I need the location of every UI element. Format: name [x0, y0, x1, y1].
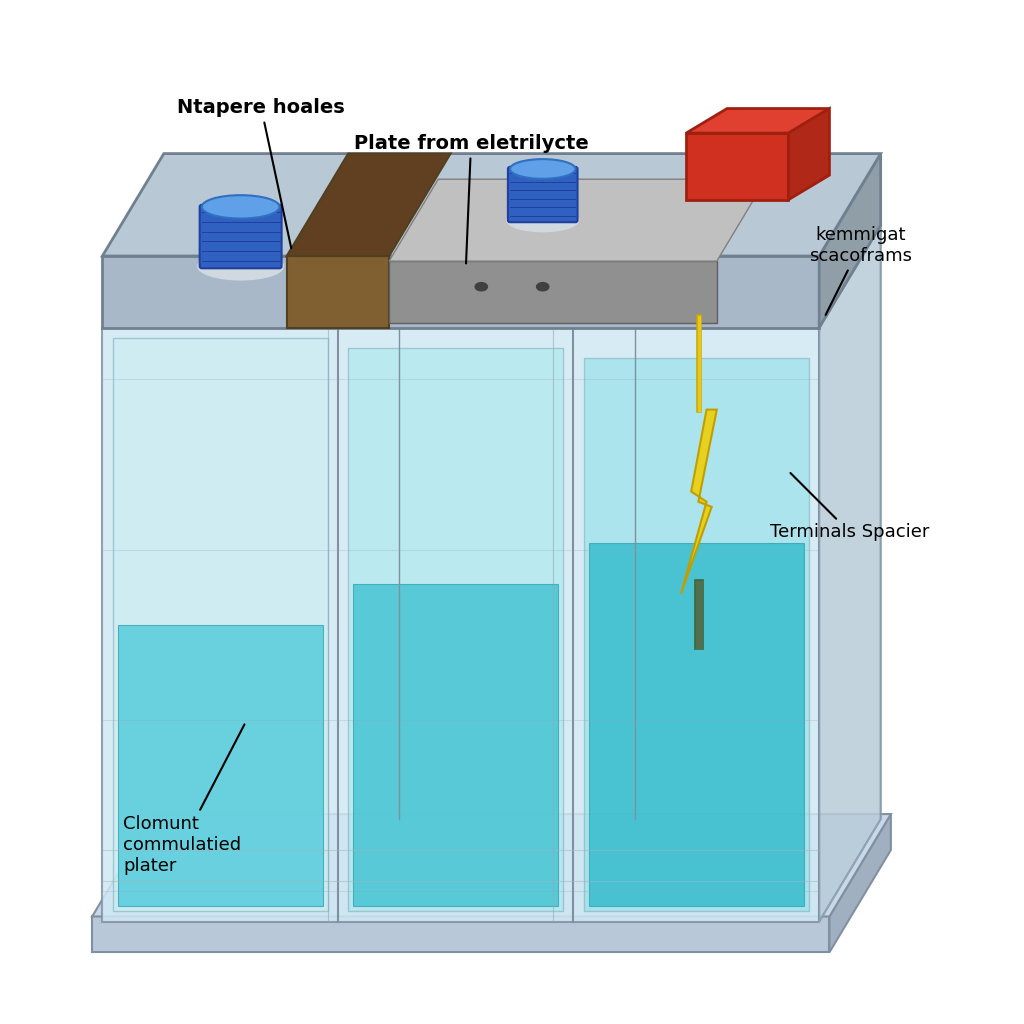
Text: Clomunt
commulatied
plater: Clomunt commulatied plater	[123, 724, 245, 874]
Polygon shape	[92, 916, 829, 952]
Text: Plate from eletrilycte: Plate from eletrilycte	[353, 134, 589, 263]
Polygon shape	[113, 338, 328, 911]
Polygon shape	[788, 109, 829, 200]
Polygon shape	[348, 348, 563, 911]
Ellipse shape	[202, 196, 280, 218]
Ellipse shape	[537, 283, 549, 291]
Polygon shape	[102, 328, 819, 922]
Polygon shape	[287, 154, 451, 256]
Ellipse shape	[507, 209, 579, 231]
Polygon shape	[389, 179, 766, 261]
Ellipse shape	[510, 159, 575, 179]
Polygon shape	[681, 410, 717, 594]
Polygon shape	[829, 814, 891, 952]
Polygon shape	[589, 543, 804, 906]
Ellipse shape	[198, 253, 284, 280]
Ellipse shape	[475, 283, 487, 291]
Polygon shape	[686, 109, 829, 133]
Polygon shape	[353, 584, 558, 906]
FancyBboxPatch shape	[508, 167, 578, 222]
Text: Terminals Spacier: Terminals Spacier	[770, 473, 930, 542]
Polygon shape	[102, 154, 881, 256]
Polygon shape	[202, 207, 207, 266]
Polygon shape	[102, 256, 819, 328]
Polygon shape	[118, 625, 323, 906]
Text: Ntapere hoales: Ntapere hoales	[177, 98, 345, 248]
Polygon shape	[584, 358, 809, 911]
Polygon shape	[389, 261, 717, 323]
Polygon shape	[287, 256, 389, 328]
Polygon shape	[92, 814, 891, 916]
Polygon shape	[686, 133, 788, 200]
Text: kemmigat
scacoframs: kemmigat scacoframs	[809, 226, 911, 315]
Polygon shape	[819, 154, 881, 328]
FancyBboxPatch shape	[200, 205, 282, 268]
Polygon shape	[510, 169, 515, 220]
Polygon shape	[819, 225, 881, 922]
